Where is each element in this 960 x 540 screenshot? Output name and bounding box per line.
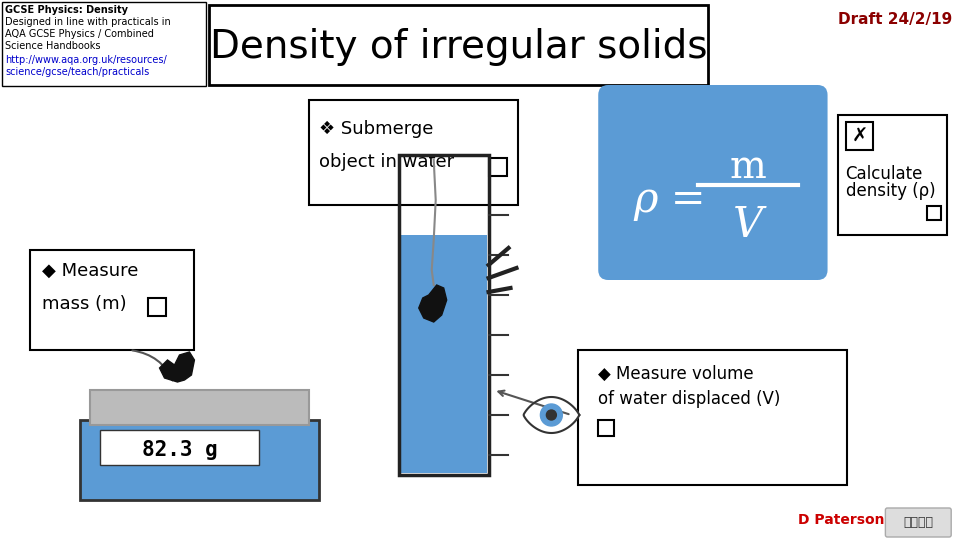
Bar	[148, 298, 165, 316]
Bar	[398, 155, 489, 475]
Bar	[30, 250, 195, 350]
Bar	[80, 420, 319, 500]
Bar	[100, 430, 259, 465]
Text: http://www.aqa.org.uk/resources/: http://www.aqa.org.uk/resources/	[5, 55, 167, 65]
Text: object in water: object in water	[319, 153, 454, 171]
Bar	[2, 2, 206, 86]
FancyBboxPatch shape	[885, 508, 951, 537]
Text: D Paterson: D Paterson	[798, 513, 884, 527]
Polygon shape	[419, 285, 446, 322]
Text: ρ =: ρ =	[634, 179, 706, 221]
Text: density (ρ): density (ρ)	[846, 182, 935, 200]
Bar	[578, 350, 848, 485]
Text: Designed in line with practicals in: Designed in line with practicals in	[5, 17, 171, 27]
Circle shape	[540, 404, 563, 426]
Text: Density of irregular solids: Density of irregular solids	[210, 28, 708, 66]
Text: GCSE Physics: Density: GCSE Physics: Density	[5, 5, 128, 15]
Polygon shape	[524, 397, 579, 433]
Bar	[209, 5, 708, 85]
Text: science/gcse/teach/practicals: science/gcse/teach/practicals	[5, 67, 149, 77]
Bar	[309, 100, 518, 205]
Bar	[927, 206, 941, 220]
Text: Science Handbooks: Science Handbooks	[5, 41, 101, 51]
Bar	[837, 115, 948, 235]
Text: V: V	[732, 204, 763, 246]
Text: ◆ Measure volume: ◆ Measure volume	[598, 365, 754, 383]
Bar	[489, 158, 507, 176]
Text: mass (m): mass (m)	[42, 295, 127, 313]
Polygon shape	[159, 352, 195, 382]
FancyBboxPatch shape	[598, 85, 828, 280]
Text: ◆ Measure: ◆ Measure	[42, 262, 138, 280]
Text: ✗: ✗	[852, 126, 868, 145]
Bar	[401, 235, 487, 473]
Text: ❖ Submerge: ❖ Submerge	[319, 120, 433, 138]
Text: Draft 24/2/19: Draft 24/2/19	[838, 12, 952, 27]
Text: AQA GCSE Physics / Combined: AQA GCSE Physics / Combined	[5, 29, 154, 39]
Bar	[80, 420, 319, 500]
Text: 82.3 g: 82.3 g	[141, 440, 217, 460]
Bar	[598, 420, 614, 436]
Text: Ⓒⓔⓑⓢ: Ⓒⓔⓑⓢ	[903, 516, 933, 529]
Bar	[846, 122, 874, 150]
Text: m: m	[730, 150, 766, 186]
Text: Calculate: Calculate	[846, 165, 923, 183]
Circle shape	[546, 410, 557, 420]
Bar	[89, 390, 309, 425]
Text: of water displaced (V): of water displaced (V)	[598, 390, 780, 408]
